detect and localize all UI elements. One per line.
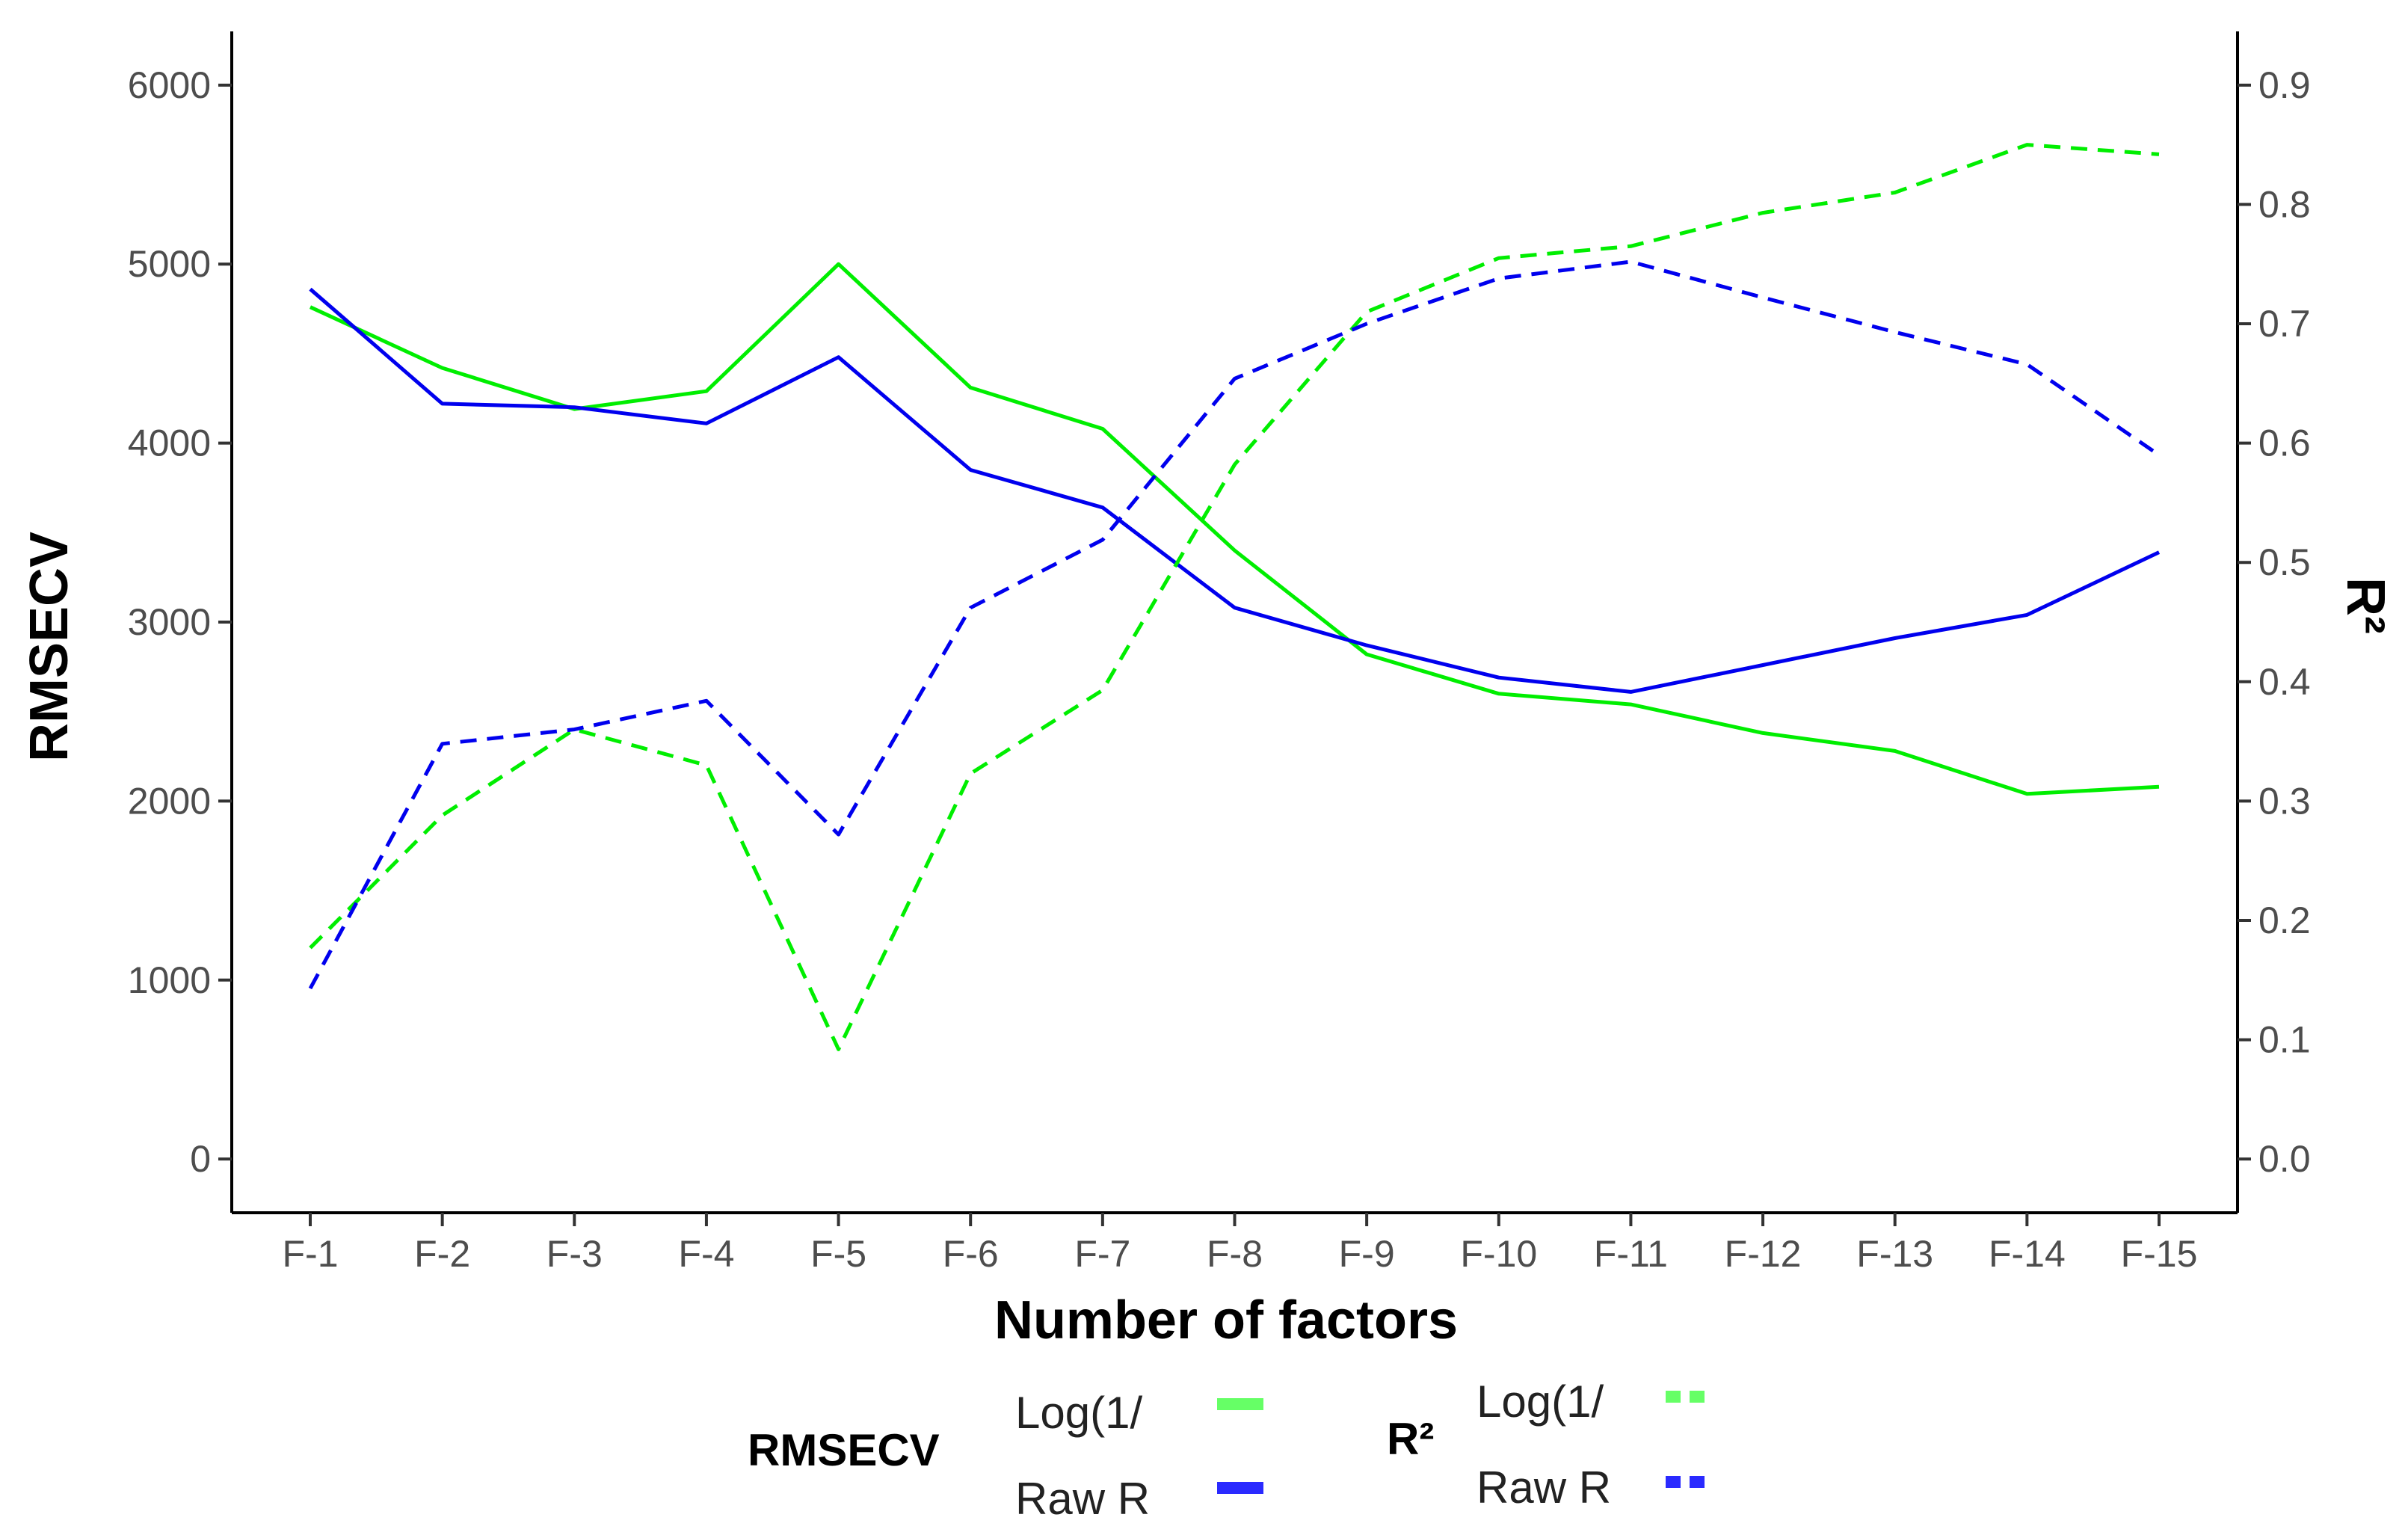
series-line-3 (308, 259, 2161, 990)
legend-title-r2: R² (1387, 1414, 1434, 1464)
y-left-tick-label: 5000 (128, 243, 211, 285)
series-line-2 (309, 143, 2160, 1051)
y-left-tick-label: 3000 (128, 601, 211, 643)
y-right-tick-label: 0.3 (2258, 780, 2311, 822)
y-right-tick-label: 0.2 (2258, 899, 2311, 941)
y-left-tick-label: 1000 (128, 959, 211, 1001)
y-axis-title-left: RMSECV (19, 532, 79, 762)
x-tick-label: F-9 (1339, 1233, 1395, 1275)
legend: RMSECV Log(1/ Raw R R² Log(1/ Raw R (748, 1376, 1712, 1524)
x-tick-label: F-8 (1207, 1233, 1263, 1275)
y-right-tick-label: 0.6 (2258, 422, 2311, 464)
x-tick-label: F-15 (2121, 1233, 2198, 1275)
y-left-tick-label: 4000 (128, 422, 211, 464)
y-axis-title-right: R² (2335, 577, 2395, 634)
series-lines (308, 143, 2161, 1051)
y-right-tick-label: 0.1 (2258, 1019, 2311, 1061)
y-right-tick-label: 0.4 (2258, 661, 2311, 703)
x-tick-label: F-2 (414, 1233, 470, 1275)
y-left-tick-label: 6000 (128, 64, 211, 106)
legend-label-r2-log: Log(1/ (1476, 1376, 1604, 1427)
y-right-tick-label: 0.7 (2258, 303, 2311, 345)
x-tick-label: F-14 (1989, 1233, 2066, 1275)
x-tick-label: F-3 (546, 1233, 603, 1275)
x-tick-label: F-11 (1594, 1233, 1668, 1275)
x-tick-label: F-6 (943, 1233, 999, 1275)
series-line-1 (309, 287, 2161, 694)
x-tick-label: F-5 (810, 1233, 866, 1275)
x-tick-label: F-7 (1074, 1233, 1130, 1275)
x-tick-label: F-13 (1856, 1233, 1933, 1275)
y-left-tick-label: 0 (190, 1138, 211, 1180)
y-right-tick-label: 0.0 (2258, 1138, 2311, 1180)
x-tick-label: F-12 (1725, 1233, 1802, 1275)
x-tick-label: F-4 (678, 1233, 734, 1275)
legend-label-rmsecv-log: Log(1/ (1015, 1388, 1142, 1438)
x-axis-title: Number of factors (994, 1291, 1458, 1350)
x-tick-label: F-10 (1460, 1233, 1537, 1275)
legend-title-rmsecv: RMSECV (748, 1425, 940, 1475)
legend-label-rmsecv-raw: Raw R (1015, 1474, 1150, 1524)
y-left-tick-label: 2000 (128, 780, 211, 822)
x-tick-label: F-1 (283, 1233, 339, 1275)
series-line-0 (309, 262, 2160, 796)
y-right-tick-label: 0.9 (2258, 64, 2311, 106)
y-right-tick-label: 0.5 (2258, 541, 2311, 583)
y-right-tick-label: 0.8 (2258, 183, 2311, 225)
axes: 0 1000 2000 3000 4000 5000 6000 0.0 0.1 0.2 0.3 0.4… (128, 31, 2311, 1275)
legend-label-r2-raw: Raw R (1476, 1462, 1611, 1513)
